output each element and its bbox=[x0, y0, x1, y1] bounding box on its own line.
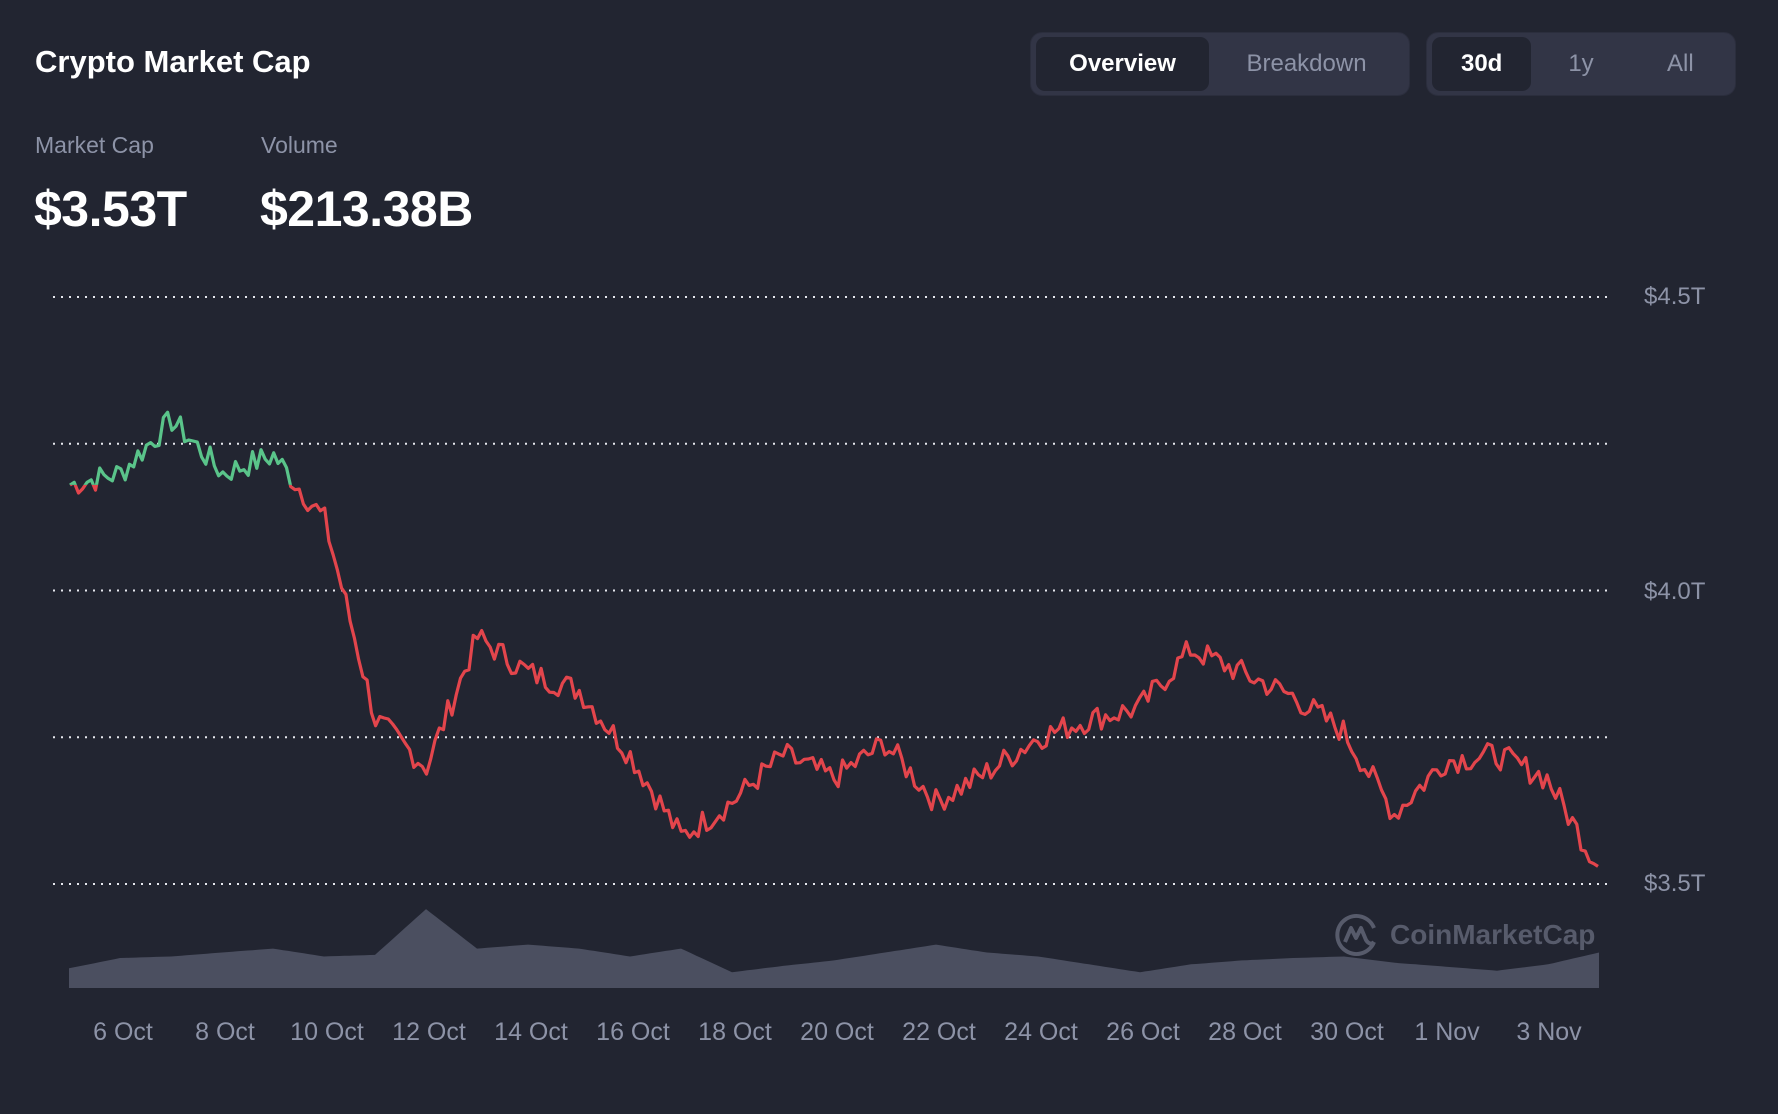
price-line-up bbox=[69, 410, 292, 485]
coinmarketcap-logo-icon bbox=[1335, 914, 1376, 956]
price-line-down bbox=[69, 484, 1599, 868]
range-toggle: 30d 1y All bbox=[1426, 32, 1736, 96]
tab-overview[interactable]: Overview bbox=[1036, 37, 1210, 91]
x-tick: 22 Oct bbox=[902, 1018, 976, 1046]
volume-area bbox=[69, 909, 1599, 988]
y-tick-4-0t: $4.0T bbox=[1644, 578, 1706, 605]
x-tick: 30 Oct bbox=[1310, 1018, 1384, 1046]
market-cap-label: Market Cap bbox=[35, 132, 154, 158]
gridlines bbox=[53, 296, 1612, 885]
y-tick-4-5t: $4.5T bbox=[1644, 283, 1706, 310]
watermark-text: CoinMarketCap bbox=[1390, 919, 1596, 950]
y-tick-3-5t: $3.5T bbox=[1644, 870, 1706, 897]
x-tick: 26 Oct bbox=[1106, 1018, 1180, 1046]
market-cap-value: $3.53T bbox=[34, 181, 187, 237]
volume-label: Volume bbox=[261, 132, 338, 158]
tab-breakdown[interactable]: Breakdown bbox=[1246, 50, 1367, 77]
x-tick: 28 Oct bbox=[1208, 1018, 1282, 1046]
x-tick: 8 Oct bbox=[195, 1018, 255, 1046]
range-30d[interactable]: 30d bbox=[1432, 37, 1532, 91]
range-all[interactable]: All bbox=[1666, 50, 1694, 77]
page-title: Crypto Market Cap bbox=[35, 44, 311, 79]
x-tick: 12 Oct bbox=[392, 1018, 466, 1046]
x-tick: 1 Nov bbox=[1414, 1018, 1480, 1046]
x-tick: 16 Oct bbox=[596, 1018, 670, 1046]
x-tick: 3 Nov bbox=[1516, 1018, 1582, 1046]
x-tick: 20 Oct bbox=[800, 1018, 874, 1046]
x-tick: 24 Oct bbox=[1004, 1018, 1078, 1046]
x-tick: 6 Oct bbox=[93, 1018, 153, 1046]
coinmarketcap-watermark: CoinMarketCap bbox=[1334, 912, 1595, 958]
volume-value: $213.38B bbox=[260, 181, 473, 237]
view-toggle: Overview Breakdown bbox=[1030, 32, 1410, 96]
x-tick: 14 Oct bbox=[494, 1018, 568, 1046]
x-tick: 18 Oct bbox=[698, 1018, 772, 1046]
x-tick: 10 Oct bbox=[290, 1018, 364, 1046]
range-1y[interactable]: 1y bbox=[1568, 50, 1594, 77]
